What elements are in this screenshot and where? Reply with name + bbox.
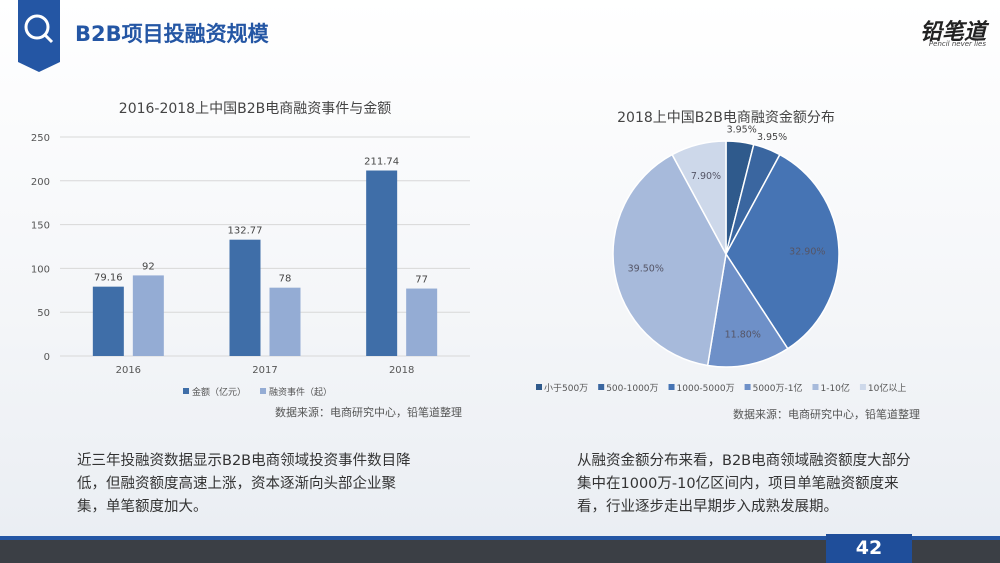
data-label: 32.90% [789,247,825,258]
data-label: 78 [279,274,292,285]
data-label: 132.77 [228,226,263,237]
data-label: 3.95% [727,124,757,135]
bar [406,288,438,356]
paragraph: 从融资金额分布来看，B2B电商领域融资额度大部分集中在1000万-10亿区间内，… [577,453,911,515]
y-tick-label: 250 [31,133,50,144]
pie-slice [725,153,840,350]
legend-label: 小于500万 [544,383,588,394]
y-tick-label: 200 [31,177,50,188]
legend-label: 1-10亿 [820,382,849,394]
bar [269,287,301,356]
legend-swatch [183,388,189,394]
chart-title: 2016-2018上中国B2B电商融资事件与金额 [119,101,391,117]
data-label: 92 [142,261,155,272]
chart-title: 2018上中国B2B电商融资金额分布 [617,110,835,126]
data-label: 77 [415,275,428,286]
charts: 2016-2018上中国B2B电商融资事件与金额 0 50 100 150 200 250 2… [31,101,920,421]
pie-slice [671,140,727,255]
legend-swatch [260,388,267,394]
data-label: 39.50% [628,263,664,274]
badge-icon [24,14,50,40]
data-label: 79.16 [94,273,123,284]
footer-line [0,536,1000,540]
bar [92,286,124,356]
y-tick-label: 150 [31,221,50,232]
y-tick-label: 50 [37,308,50,319]
legend-label: 金额（亿元） [192,386,246,398]
pie-slice [612,153,727,367]
page-title: B2B项目投融资规模 [75,22,269,46]
legend-swatch [744,384,751,390]
legend-swatch [598,384,605,390]
pie-slice [706,251,789,368]
x-tick-label: 2017 [252,365,277,376]
paragraph: 近三年投融资数据显示B2B电商领域投资事件数目降低，但融资额度高速上涨，资本逐渐… [77,453,411,515]
source: 数据来源：电商研究中心，铅笔道整理 [733,407,920,421]
x-tick-label: 2018 [389,365,414,376]
data-label: 3.95% [757,132,787,143]
bar [366,170,398,356]
logo: 铅笔道 [919,20,986,45]
legend-label: 融资事件（起） [269,386,332,398]
legend-label: 10亿以上 [868,382,906,394]
bar [229,239,261,356]
logo-sub: Pencil never lies [928,40,986,48]
badge-icon [43,33,54,44]
page-number: 42 [826,534,912,563]
y-tick-label: 100 [31,264,50,275]
footer-bar [0,540,1000,563]
source: 数据来源：电商研究中心，铅笔道整理 [275,405,462,419]
legend-swatch [859,384,866,390]
x-tick-label: 2016 [116,365,141,376]
legend-swatch [812,384,819,390]
legend-label: 5000万-1亿 [753,382,803,394]
legend-label: 500-1000万 [606,384,658,394]
legend-swatch [668,384,675,390]
y-tick-label: 0 [44,352,50,363]
legend-label: 1000-5000万 [677,384,735,394]
data-label: 7.90% [691,171,721,182]
data-label: 211.74 [364,157,399,168]
data-label: 11.80% [725,330,761,341]
legend-swatch [536,384,542,390]
bar [132,275,164,356]
